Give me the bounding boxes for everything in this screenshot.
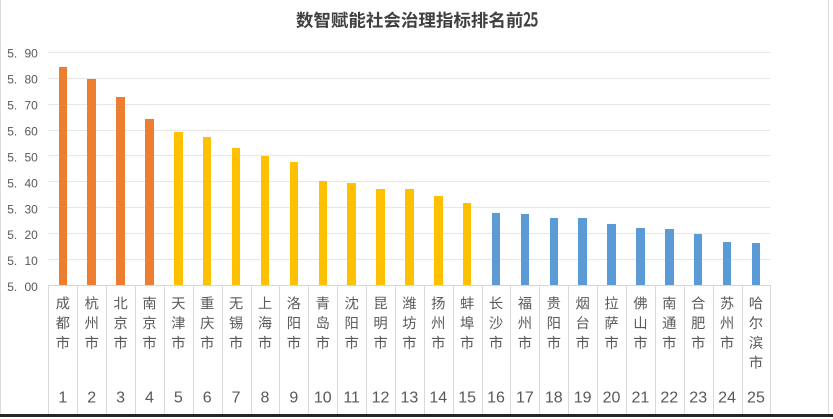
svg-text:20: 20	[603, 390, 621, 407]
svg-text:5.: 5.	[7, 98, 17, 112]
svg-text:18: 18	[545, 390, 563, 407]
svg-text:22: 22	[660, 390, 678, 407]
svg-text:5.: 5.	[7, 202, 17, 216]
svg-text:40: 40	[24, 176, 38, 190]
svg-text:5.: 5.	[7, 47, 17, 61]
svg-text:25: 25	[747, 390, 765, 407]
svg-text:17: 17	[516, 390, 534, 407]
svg-text:10: 10	[314, 390, 332, 407]
svg-text:5.: 5.	[7, 124, 17, 138]
svg-text:50: 50	[24, 150, 38, 164]
svg-text:5.: 5.	[7, 228, 17, 242]
svg-text:19: 19	[574, 390, 592, 407]
svg-text:15: 15	[458, 390, 476, 407]
svg-text:5.: 5.	[7, 254, 17, 268]
svg-text:3: 3	[116, 390, 125, 407]
svg-text:9: 9	[289, 390, 298, 407]
svg-text:23: 23	[689, 390, 707, 407]
svg-text:5: 5	[174, 390, 183, 407]
svg-text:10: 10	[24, 254, 38, 268]
svg-text:20: 20	[24, 228, 38, 242]
svg-text:11: 11	[343, 390, 360, 407]
svg-text:70: 70	[24, 98, 38, 112]
svg-text:8: 8	[261, 390, 270, 407]
svg-text:2: 2	[87, 390, 96, 407]
svg-text:13: 13	[401, 390, 419, 407]
svg-text:5.: 5.	[7, 150, 17, 164]
svg-text:4: 4	[145, 390, 154, 407]
svg-text:1: 1	[58, 390, 67, 407]
svg-text:7: 7	[232, 390, 241, 407]
svg-text:80: 80	[24, 73, 38, 87]
svg-text:6: 6	[203, 390, 212, 407]
svg-text:00: 00	[24, 280, 38, 294]
svg-text:5.: 5.	[7, 176, 17, 190]
svg-text:60: 60	[24, 124, 38, 138]
svg-text:14: 14	[429, 390, 447, 407]
svg-text:16: 16	[487, 390, 505, 407]
svg-text:5.: 5.	[7, 73, 17, 87]
svg-text:24: 24	[718, 390, 736, 407]
svg-text:12: 12	[372, 390, 390, 407]
svg-text:90: 90	[24, 47, 38, 61]
svg-text:5.: 5.	[7, 280, 17, 294]
svg-text:21: 21	[632, 390, 650, 407]
svg-text:30: 30	[24, 202, 38, 216]
